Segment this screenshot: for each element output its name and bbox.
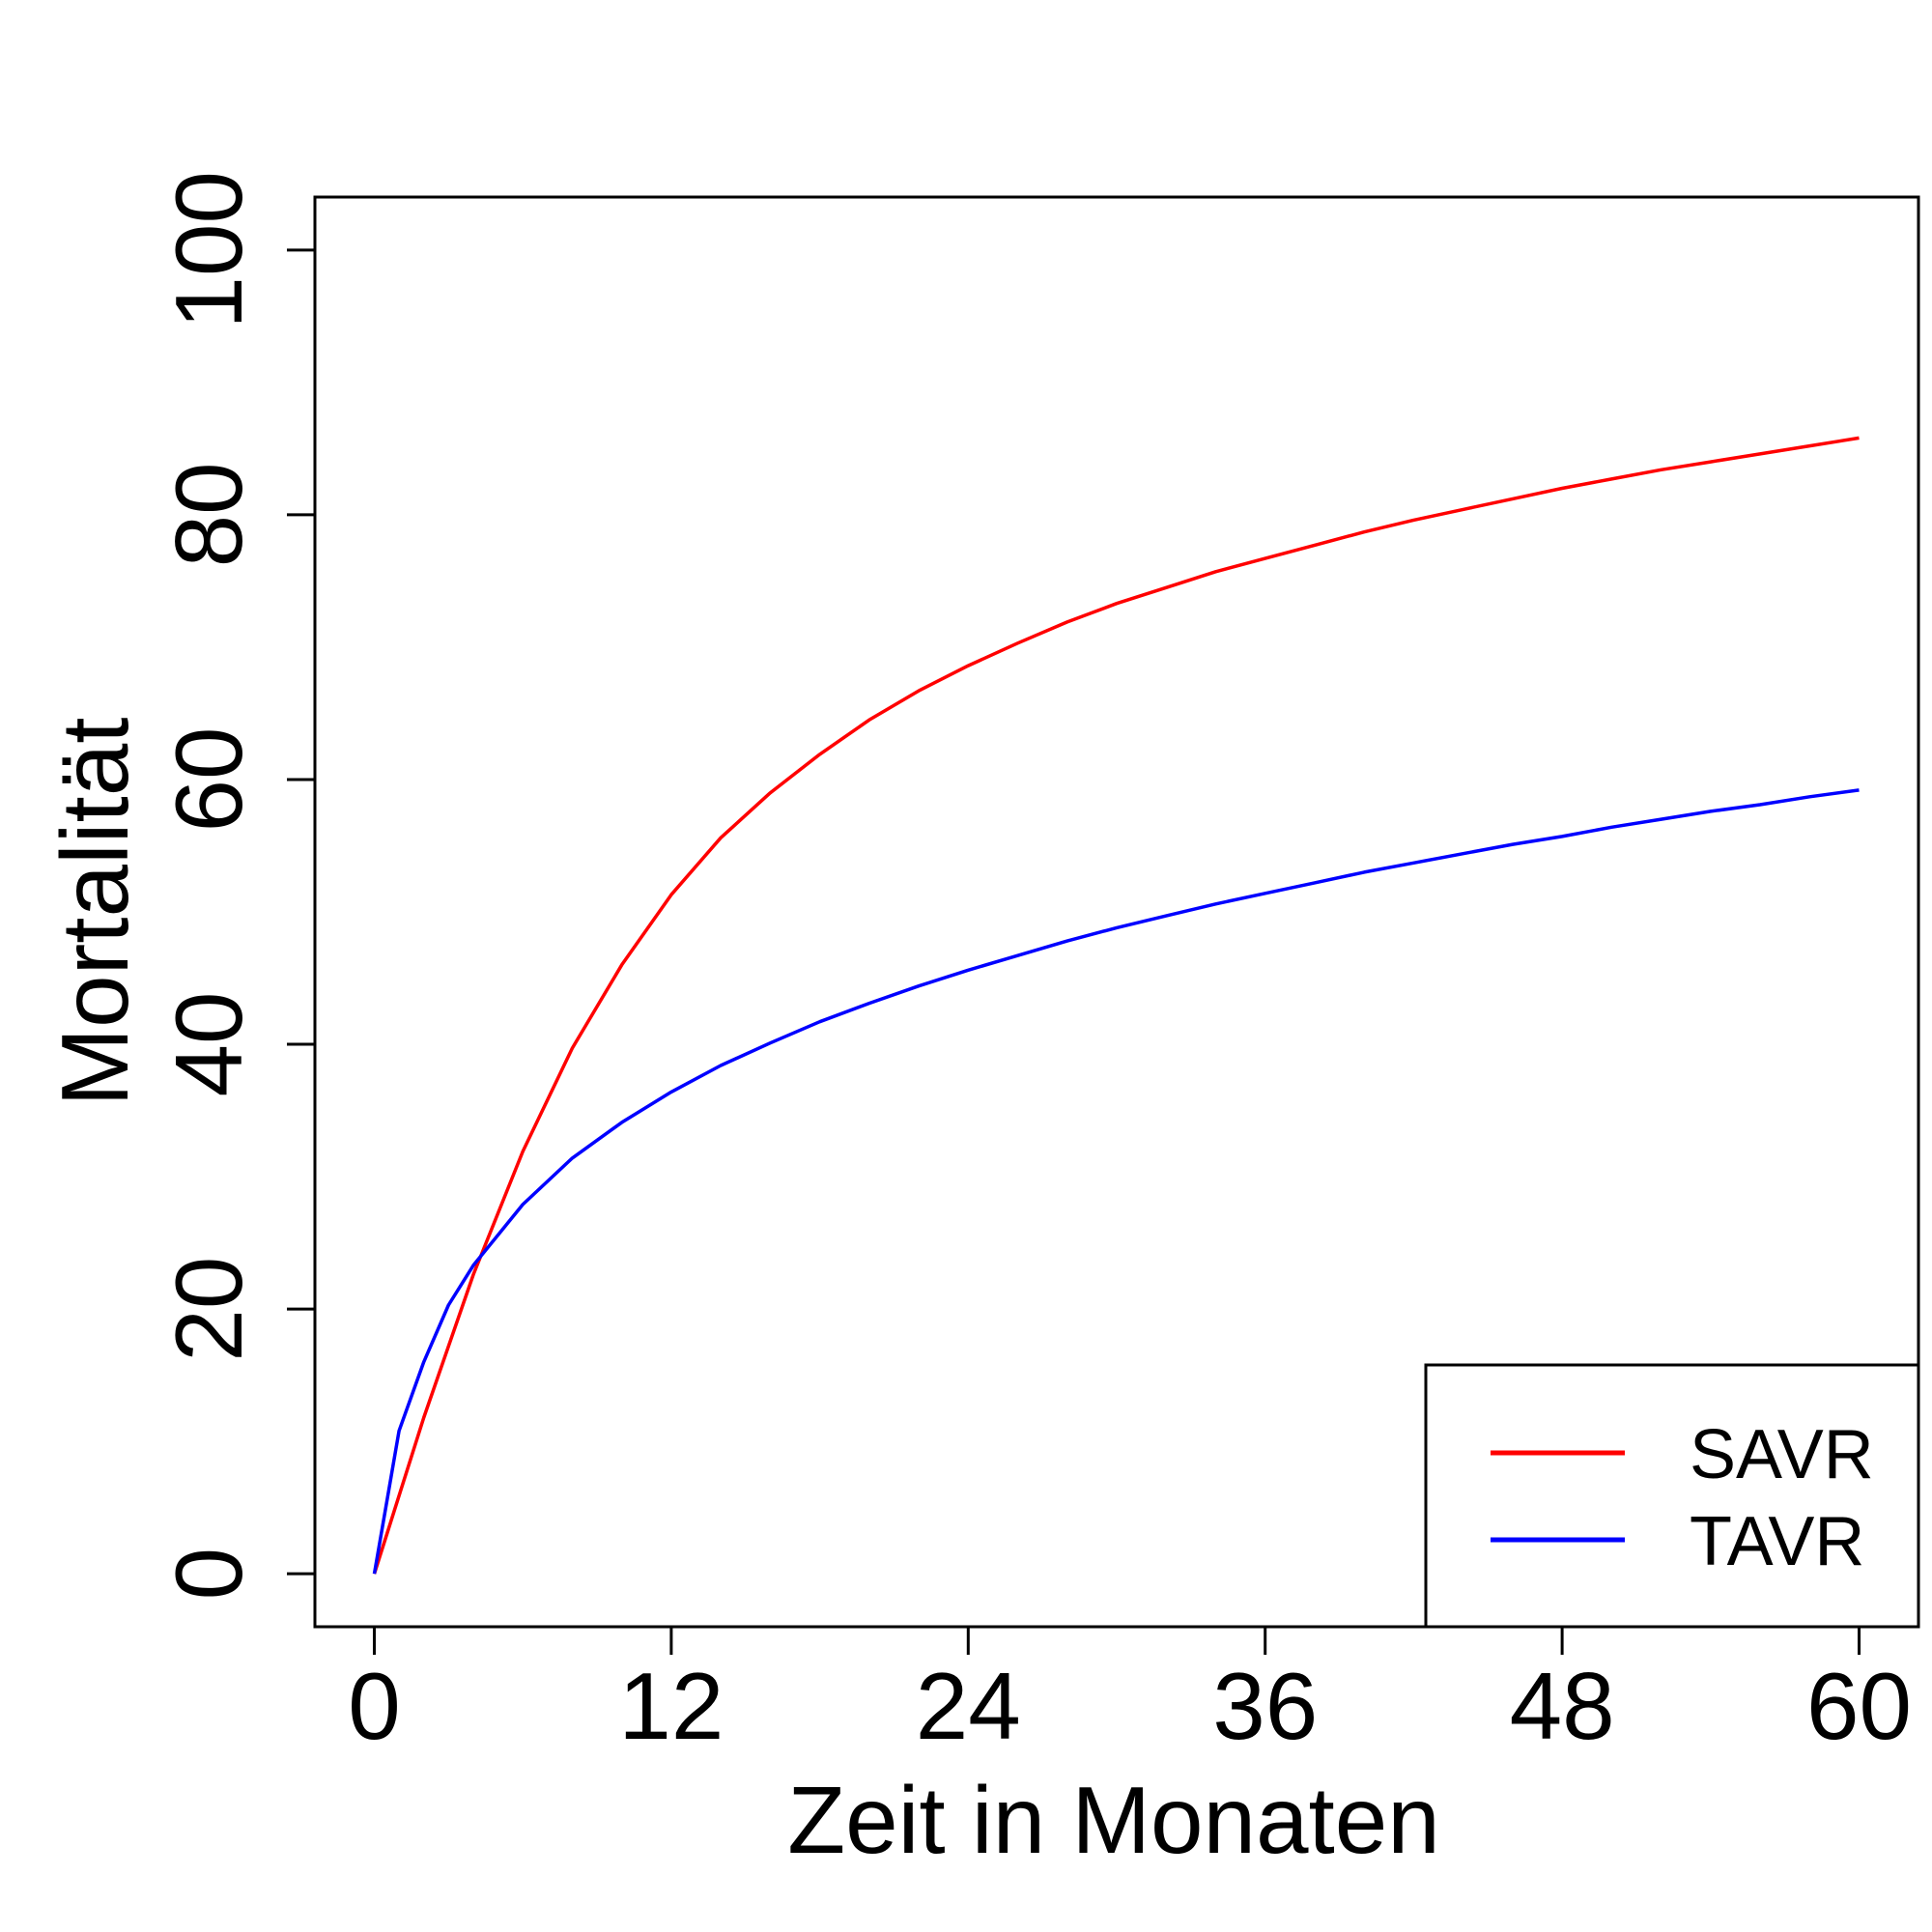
y-tick-label: 100	[156, 171, 262, 329]
y-axis: 0 20 40 60 80 100	[156, 171, 317, 1601]
x-axis: 0 12 24 36 48 60	[348, 1625, 1912, 1759]
y-tick-label: 60	[156, 726, 262, 832]
series-layer	[372, 436, 1860, 1575]
legend: SAVR TAVR	[1424, 1363, 1920, 1629]
x-tick-label: 48	[1510, 1653, 1615, 1759]
legend-label-savr: SAVR	[1690, 1416, 1874, 1493]
series-line-savr	[372, 436, 1860, 1575]
x-tick-label: 24	[916, 1653, 1021, 1759]
y-tick-label: 40	[156, 992, 262, 1097]
y-tick-label: 80	[156, 462, 262, 567]
x-tick-label: 36	[1212, 1653, 1318, 1759]
x-tick-label: 60	[1806, 1653, 1912, 1759]
x-axis-title: Zeit in Monaten	[787, 1767, 1439, 1873]
x-tick-label: 0	[348, 1653, 401, 1759]
legend-box	[1424, 1363, 1920, 1629]
y-tick-label: 0	[156, 1548, 262, 1601]
x-tick-label: 12	[618, 1653, 724, 1759]
y-tick-label: 20	[156, 1257, 262, 1362]
legend-label-tavr: TAVR	[1690, 1503, 1864, 1580]
series-line-tavr	[372, 788, 1860, 1575]
y-axis-title: Mortalität	[42, 717, 148, 1106]
